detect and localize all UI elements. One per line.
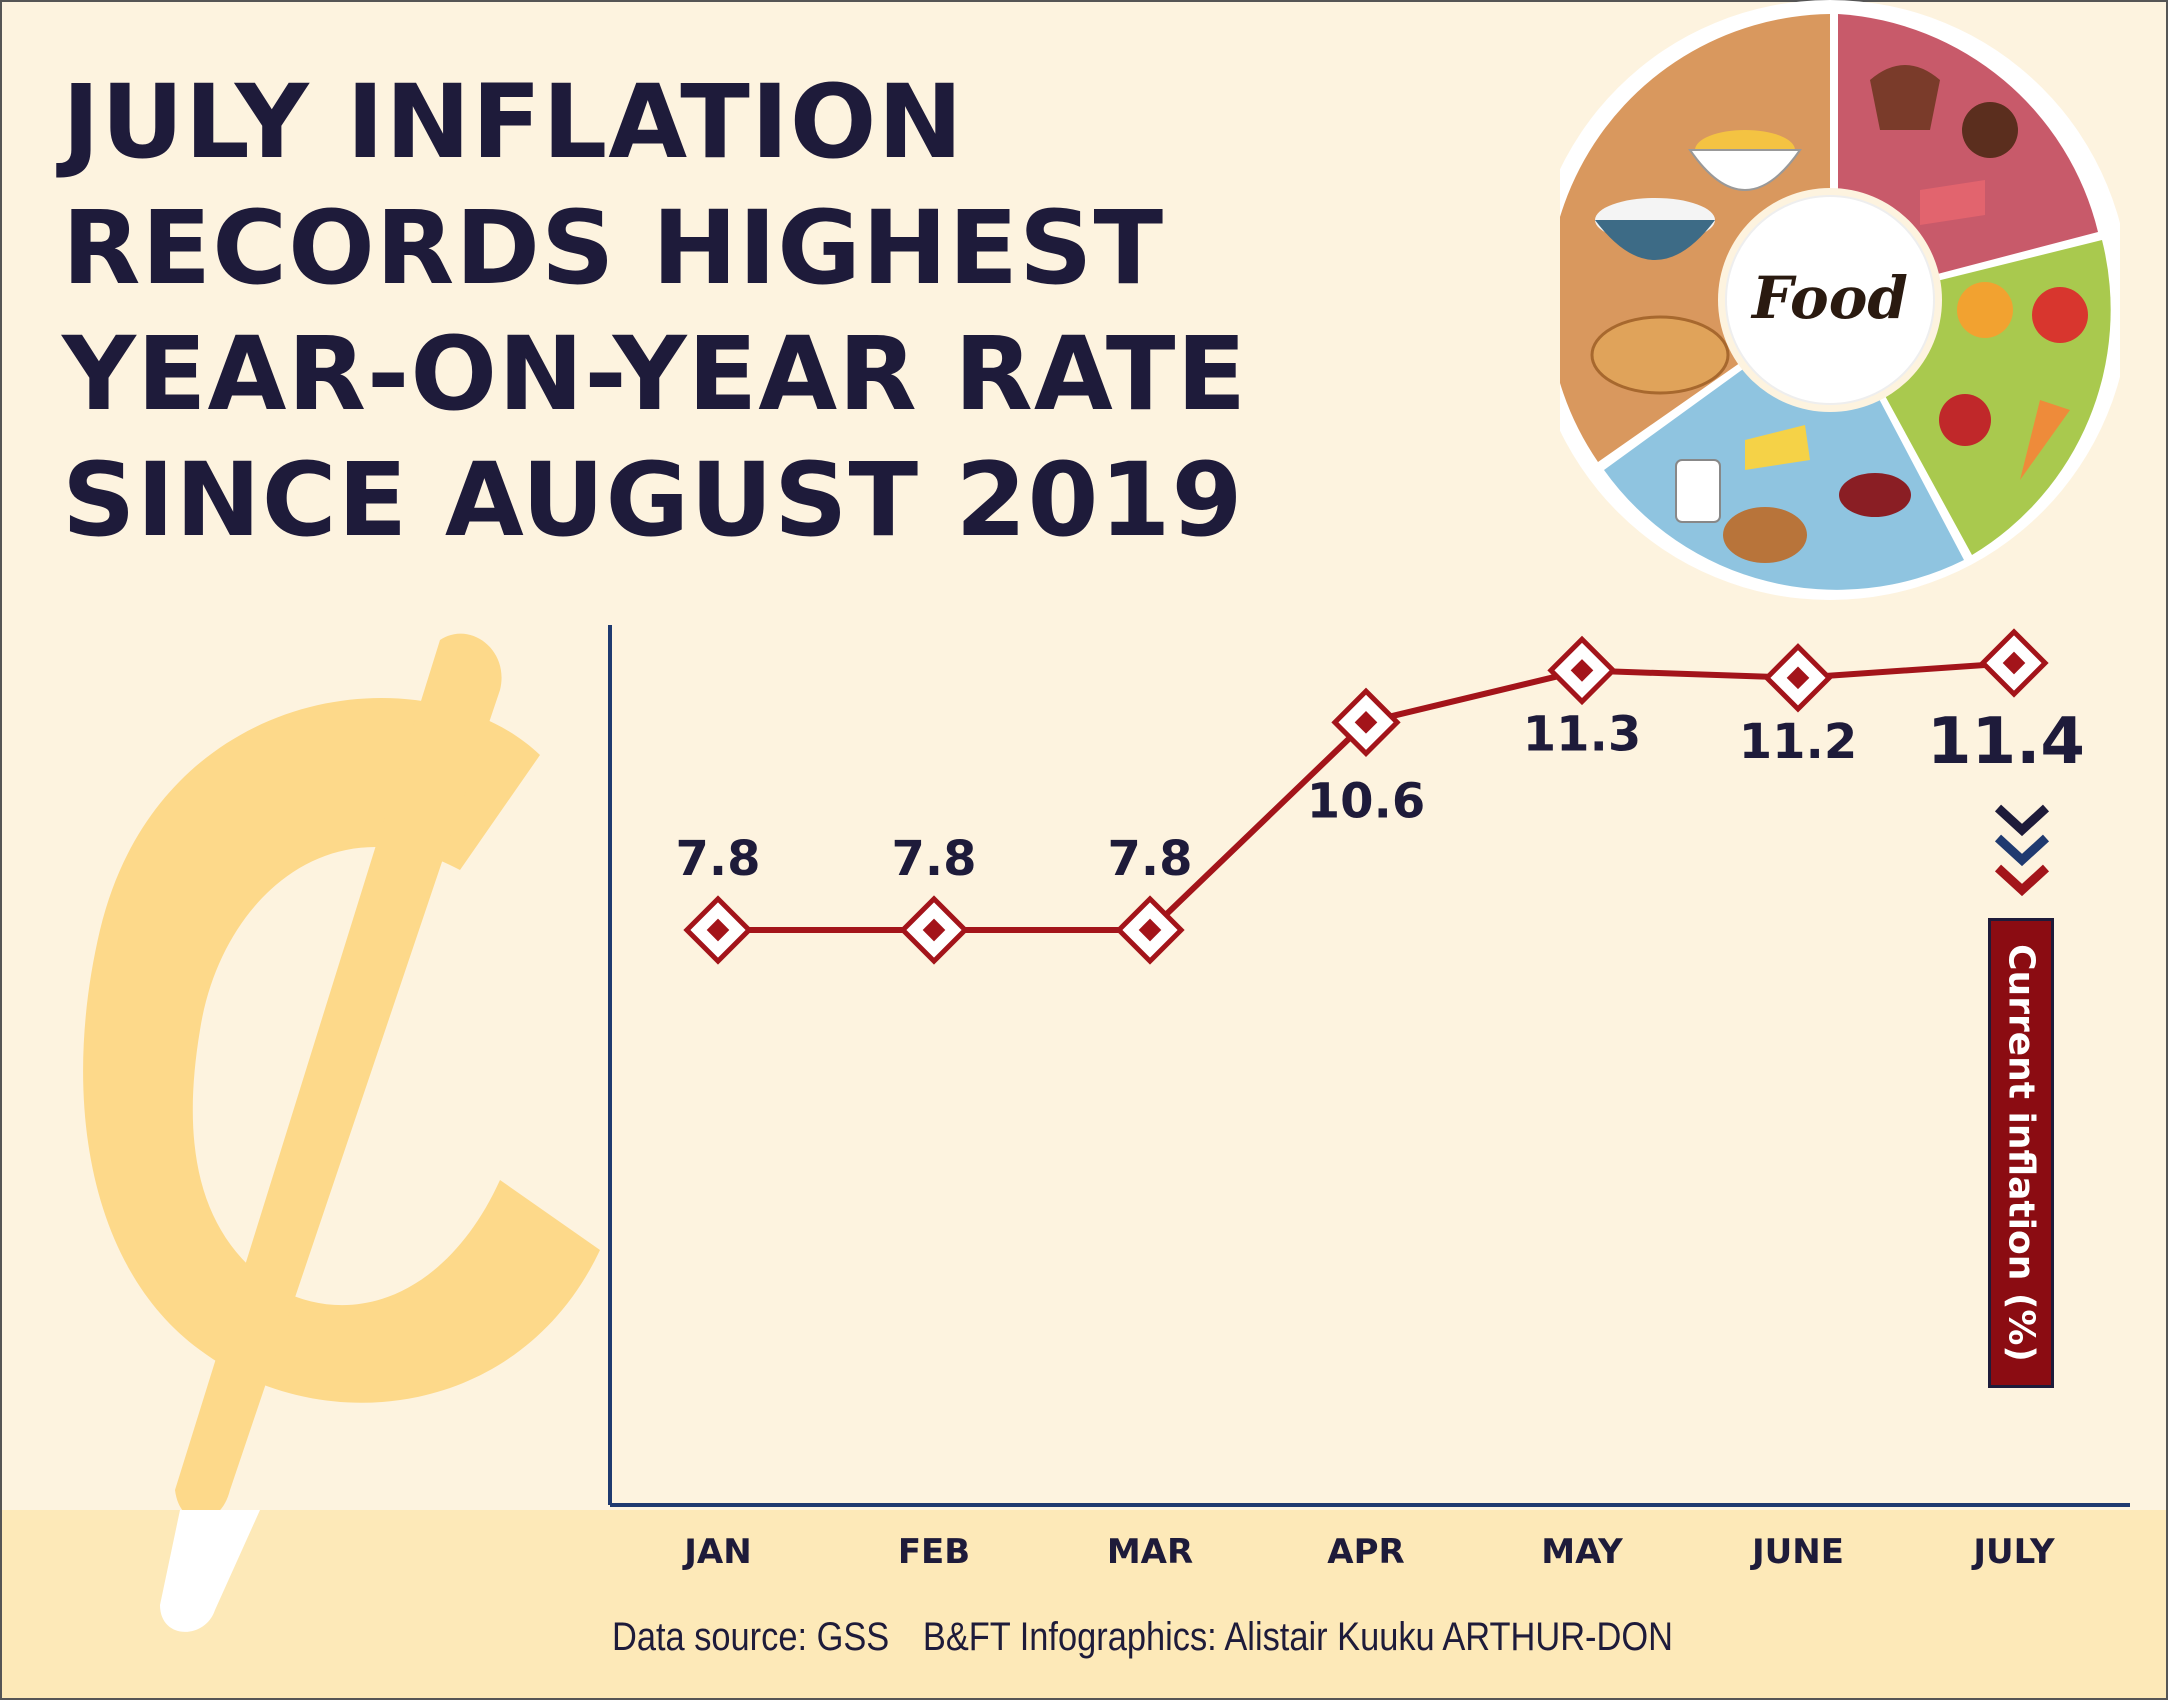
x-tick-label-jan: JAN bbox=[682, 1532, 751, 1572]
title-line-3: YEAR-ON-YEAR RATE bbox=[62, 315, 1248, 434]
data-point-may bbox=[1547, 635, 1617, 706]
bottom-band bbox=[2, 1510, 2166, 1698]
data-label-jan: 7.8 bbox=[675, 831, 760, 887]
food-center-label: Food bbox=[1750, 264, 1908, 332]
data-label-june: 11.2 bbox=[1739, 714, 1857, 770]
x-tick-label-apr: APR bbox=[1327, 1532, 1404, 1572]
food-wheel-illustration: Food bbox=[1560, 0, 2120, 600]
title-line-2: RECORDS HIGHEST bbox=[62, 189, 1165, 308]
title-line-1: JULY INFLATION bbox=[62, 63, 964, 182]
chevron-down-icon bbox=[1994, 804, 2050, 897]
x-tick-label-may: MAY bbox=[1541, 1532, 1623, 1572]
cedi-icon bbox=[83, 633, 601, 1632]
data-point-june bbox=[1763, 643, 1833, 713]
infographic-credit: B&FT Infographics: Alistair Kuuku ARTHUR… bbox=[922, 1615, 1673, 1659]
x-tick-label-june: JUNE bbox=[1750, 1532, 1844, 1572]
x-tick-label-july: JULY bbox=[1971, 1532, 2055, 1572]
current-inflation-badge: Current inflation (%) bbox=[1988, 918, 2054, 1388]
data-source: Data source: GSS bbox=[612, 1615, 890, 1659]
data-label-feb: 7.8 bbox=[891, 831, 976, 887]
title-line-4: SINCE AUGUST 2019 bbox=[62, 441, 1244, 560]
data-point-mar bbox=[1115, 895, 1185, 965]
data-label-mar: 7.8 bbox=[1107, 831, 1192, 887]
data-label-may: 11.3 bbox=[1523, 706, 1641, 762]
data-point-feb bbox=[899, 895, 969, 965]
data-point-apr bbox=[1331, 687, 1401, 757]
footer-credits: Data source: GSS B&FT Infographics: Alis… bbox=[612, 1615, 1697, 1660]
current-inflation-label: Current inflation (%) bbox=[2000, 944, 2042, 1362]
data-point-july bbox=[1979, 628, 2049, 698]
data-point-jan bbox=[683, 895, 753, 965]
data-label-july: 11.4 bbox=[1927, 705, 2085, 779]
page-title: JULY INFLATION RECORDS HIGHEST YEAR-ON-Y… bbox=[62, 60, 1247, 564]
x-tick-label-mar: MAR bbox=[1107, 1532, 1193, 1572]
x-tick-label-feb: FEB bbox=[898, 1532, 970, 1572]
data-label-apr: 10.6 bbox=[1307, 773, 1425, 829]
